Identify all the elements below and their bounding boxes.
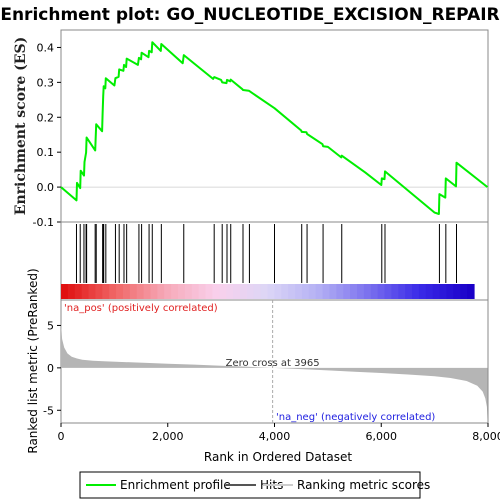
correlation-color-bar-segment [260,284,269,299]
correlation-color-bar-segment [267,284,275,299]
xtick-label: 4,000 [259,430,291,443]
enrichment-profile-line [60,41,489,215]
correlation-color-bar-segment [281,284,289,299]
correlation-color-bar-segment [329,284,337,299]
x-axis-title: Rank in Ordered Dataset [204,450,352,464]
correlation-color-bar-segment [253,284,262,299]
rank-panel: Zero cross at 3965 'na_pos' (positively … [26,268,500,464]
correlation-color-bar-segment [157,284,165,299]
correlation-color-bar-segment [150,284,158,299]
xtick-label: 0 [58,430,65,443]
correlation-color-bar-segment [171,284,179,299]
es-panel-frame [60,29,489,223]
es-ytick-label: 0.0 [37,181,55,194]
correlation-color-bar-segment [116,284,124,299]
negative-correlation-label: 'na_neg' (negatively correlated) [276,412,435,423]
correlation-color-bar-segment [212,284,220,299]
correlation-color-bar-segment [95,284,103,299]
positive-correlation-label: 'na_pos' (positively correlated) [64,303,218,314]
correlation-color-bar-segment [109,284,117,299]
correlation-color-bar-segment [88,284,97,299]
correlation-color-bar-segment [418,284,427,299]
correlation-color-bar-segment [246,284,255,299]
xtick-label: 2,000 [152,430,184,443]
es-ytick-label: 0.4 [37,41,55,54]
correlation-color-bar-segment [198,284,207,299]
es-axis-title: Enrichment score (ES) [13,37,29,215]
correlation-color-bar-segment [446,284,454,299]
correlation-color-bar-segment [391,284,399,299]
correlation-color-bar-segment [315,284,324,299]
hits-panel [60,221,489,301]
correlation-color-bar-segment [432,284,441,299]
correlation-color-bar-segment [405,284,413,299]
legend-label-0: Enrichment profile [120,478,231,492]
es-ytick-label: 0.2 [37,111,55,124]
correlation-color-bar-segment [343,284,351,299]
correlation-color-bar-segment [178,284,186,299]
es-ytick-label: 0.1 [37,146,55,159]
correlation-color-bar-segment [336,284,344,299]
correlation-color-bar-segment [350,284,358,299]
correlation-color-bar-segment [295,284,303,299]
es-panel: -0.1 0.0 0.1 0.2 0.3 0.4 Enrichment score (ES… [13,29,489,229]
rank-axis-title: Ranked list metric (PreRanked) [26,268,40,453]
correlation-color-bar-segment [370,284,379,299]
xtick-label: 8,000 [472,430,500,443]
correlation-color-bar-segment [143,284,152,299]
correlation-color-bar-segment [453,284,461,299]
correlation-color-bar-segment [102,284,110,299]
correlation-color-bar-segment [356,284,365,299]
correlation-color-bar-segment [184,284,193,299]
chart-title: Enrichment plot: GO_NUCLEOTIDE_EXCISION_… [0,5,499,25]
ranking-metric-area [61,322,488,420]
correlation-color-bar-segment [274,284,282,299]
correlation-color-bar-segment [233,284,241,299]
correlation-color-bar-segment [308,284,317,299]
correlation-color-bar-segment [219,284,227,299]
xtick-label: 6,000 [366,430,398,443]
legend-label-2: Ranking metric scores [297,478,430,492]
es-ytick-label: 0.3 [37,76,55,89]
rank-ytick-label: 0 [47,362,54,375]
correlation-color-bar-segment [425,284,434,299]
correlation-color-bar-segment [164,284,172,299]
correlation-color-bar-segment [322,284,331,299]
correlation-color-bar-segment [460,284,468,299]
correlation-color-bar-segment [398,284,406,299]
es-ytick-label: -0.1 [33,216,54,229]
zero-cross-label: Zero cross at 3965 [226,358,320,369]
correlation-color-bar-segment [467,284,475,299]
correlation-color-bar-segment [412,284,420,299]
correlation-color-bar-segment [122,284,131,299]
correlation-color-bar-segment [61,284,69,299]
correlation-color-bar-segment [363,284,372,299]
rank-ytick-label: 5 [47,319,54,332]
correlation-color-bar-segment [67,284,76,299]
rank-panel-frame [60,299,489,424]
correlation-color-bar-segment [226,284,234,299]
correlation-color-bar-segment [439,284,448,299]
correlation-color-bar-segment [384,284,392,299]
legend: Enrichment profile Hits Ranking metric sco… [79,471,430,499]
correlation-color-bar-segment [191,284,200,299]
correlation-color-bar-segment [205,284,214,299]
correlation-color-bar-segment [377,284,386,299]
correlation-color-bar-segment [74,284,83,299]
correlation-color-bar-segment [136,284,145,299]
correlation-color-bar-segment [288,284,296,299]
correlation-color-bar-segment [239,284,248,299]
correlation-color-bar-segment [81,284,90,299]
correlation-color-bar-segment [129,284,138,299]
rank-ytick-label: -5 [43,404,54,417]
correlation-color-bar-segment [301,284,310,299]
